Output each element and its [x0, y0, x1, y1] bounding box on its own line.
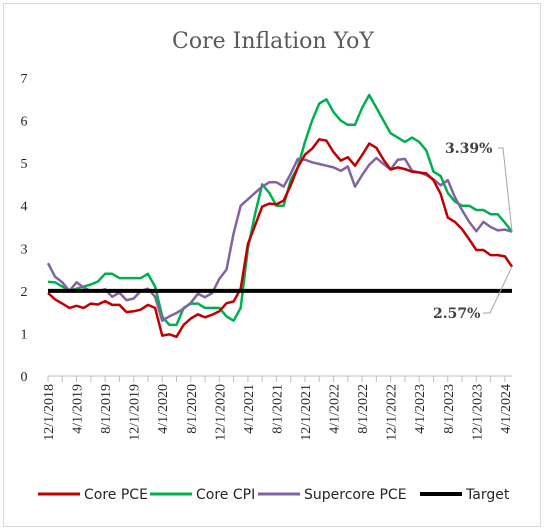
x-tick-label: 8/1/2019: [99, 384, 114, 434]
y-tick-label: 4: [21, 200, 28, 215]
axes: 0 1 2 3 4 5 6 7 12/1/2018 4/1/2019 8/1/2019 12/1/20…: [21, 72, 514, 441]
y-tick-label: 3: [21, 242, 28, 257]
x-tick-label: 4/1/2023: [413, 384, 428, 434]
legend-label: Core CPI: [196, 487, 255, 503]
x-tick-label: 4/1/2024: [499, 384, 514, 434]
x-tick-label: 8/1/2021: [270, 384, 285, 434]
x-tick-label: 4/1/2021: [242, 384, 257, 434]
chart-title: Core Inflation YoY: [172, 29, 374, 54]
annotation-label: 3.39%: [445, 141, 492, 157]
legend: Core PCE Core CPI Supercore PCE Target: [38, 487, 510, 503]
annotation-label: 2.57%: [433, 306, 480, 322]
x-tick-label: 12/1/2019: [128, 384, 143, 441]
x-tick-label: 4/1/2019: [71, 384, 86, 434]
x-tick-label: 12/1/2020: [213, 384, 228, 441]
x-tick-label: 4/1/2020: [156, 384, 171, 434]
x-tick-label: 12/1/2022: [385, 384, 400, 441]
x-tick-label: 12/1/2023: [470, 384, 485, 441]
annotation-leader: [483, 266, 513, 314]
y-tick-label: 1: [21, 327, 28, 342]
y-tick-label: 6: [21, 115, 28, 130]
legend-label: Supercore PCE: [304, 487, 407, 503]
x-tick-label: 8/1/2023: [442, 384, 457, 434]
y-tick-label: 0: [21, 370, 28, 385]
legend-label: Core PCE: [84, 487, 148, 503]
y-tick-label: 2: [21, 285, 28, 300]
chart-frame: [3, 3, 541, 527]
series-line-core-cpi: [47, 93, 513, 327]
x-tick-label: 12/1/2018: [42, 384, 57, 441]
y-tick-label: 5: [21, 157, 28, 172]
series-line-core-pce: [47, 138, 514, 339]
annotation-leader: [498, 147, 513, 232]
annotations: 3.39% 2.57%: [433, 141, 513, 322]
x-tick-label: 4/1/2022: [328, 384, 343, 434]
y-tick-label: 7: [21, 72, 28, 87]
x-tick-label: 12/1/2021: [299, 384, 314, 441]
series-lines: [46, 93, 514, 339]
x-tick-label: 8/1/2020: [185, 384, 200, 434]
legend-label: Target: [465, 487, 510, 503]
x-tick-label: 8/1/2022: [356, 384, 371, 434]
